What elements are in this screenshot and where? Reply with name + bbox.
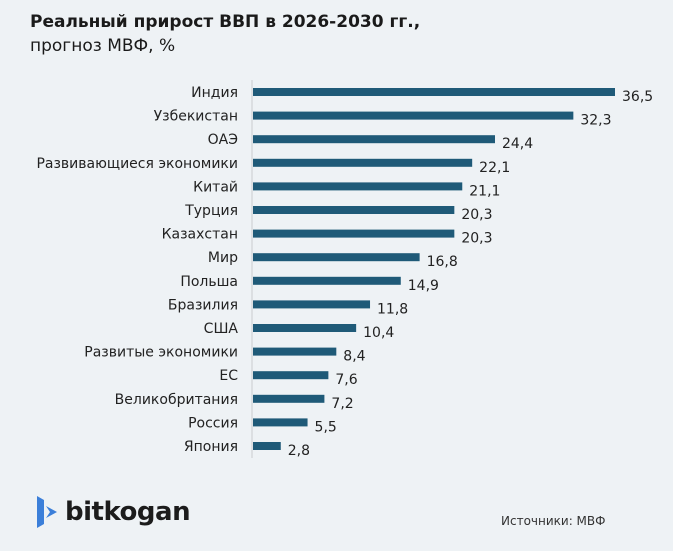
bar: [253, 229, 455, 238]
value-label: 2,8: [288, 443, 310, 459]
bar: [253, 88, 615, 96]
category-label: Россия: [188, 415, 238, 431]
bar: [253, 300, 371, 309]
category-label: Турция: [184, 203, 238, 219]
value-label: 20,3: [461, 207, 492, 223]
bar: [253, 418, 308, 427]
chart-title: Реальный прирост ВВП в 2026-2030 гг.,: [30, 12, 421, 32]
bitkogan-logo: bitkogan: [35, 496, 191, 528]
category-label: ЕС: [219, 368, 238, 384]
value-label: 21,1: [469, 183, 500, 199]
value-label: 8,4: [343, 349, 365, 365]
bar: [253, 158, 473, 167]
category-label: Мир: [208, 250, 238, 266]
category-label: Индия: [191, 85, 238, 101]
category-label: Казахстан: [162, 227, 238, 243]
value-label: 22,1: [479, 160, 510, 176]
value-label: 11,8: [377, 301, 408, 317]
value-label: 5,5: [315, 419, 337, 435]
bar: [253, 182, 463, 191]
category-label: Бразилия: [168, 297, 238, 313]
bar: [253, 371, 329, 380]
category-label: Польша: [180, 274, 238, 290]
value-label: 20,3: [461, 231, 492, 247]
bar: [253, 347, 337, 356]
bar: [253, 111, 574, 120]
category-label: Великобритания: [115, 392, 238, 408]
value-label: 7,6: [335, 372, 357, 388]
value-label: 24,4: [502, 136, 533, 152]
bar: [253, 253, 420, 262]
bitkogan-logo-icon: [37, 496, 57, 528]
bar: [253, 135, 495, 144]
value-label: 10,4: [363, 325, 394, 341]
brand-name: bitkogan: [65, 497, 191, 527]
value-label: 36,5: [622, 89, 653, 105]
category-label: Развивающиеся экономики: [36, 156, 238, 172]
bar: [253, 206, 455, 214]
bar: [253, 276, 401, 285]
category-label: Развитые экономики: [84, 345, 238, 361]
chart-subtitle: прогноз МВФ, %: [30, 36, 176, 56]
category-label: Китай: [193, 179, 238, 195]
bar: [253, 394, 325, 403]
value-label: 7,2: [331, 396, 353, 412]
value-label: 16,8: [427, 254, 458, 270]
bar: [253, 324, 357, 332]
category-label: США: [204, 321, 239, 337]
category-label: Узбекистан: [154, 109, 238, 125]
bar-chart: Индия 36,5 Узбекистан 32,3 ОАЭ 24,4 Развивающи…: [36, 80, 653, 459]
category-label: ОАЭ: [208, 132, 238, 148]
category-label: Япония: [184, 439, 238, 455]
source-note: Источники: МВФ: [501, 514, 606, 528]
value-label: 14,9: [408, 278, 439, 294]
value-label: 32,3: [580, 113, 611, 129]
bar: [253, 442, 281, 450]
